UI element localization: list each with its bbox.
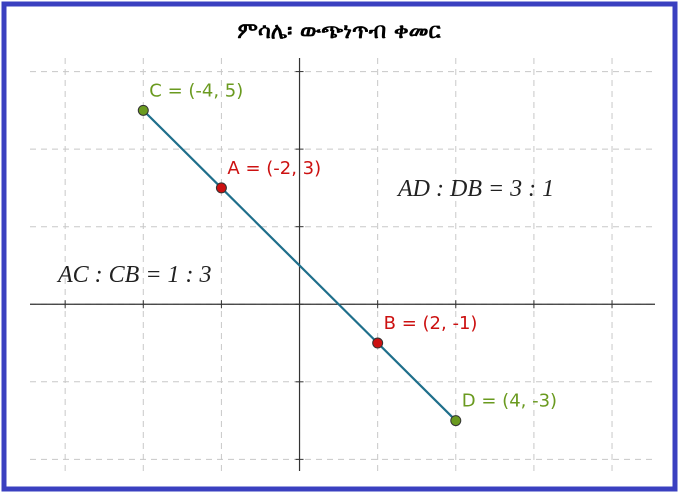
point-label: B = (2, -1): [384, 313, 478, 334]
point: [372, 337, 384, 349]
point: [215, 182, 227, 194]
ratio-annotation: AC : CB = 1 : 3: [56, 262, 212, 288]
segment: [142, 109, 457, 422]
point-label: C = (-4, 5): [149, 80, 243, 101]
point: [450, 415, 462, 427]
title: ምሳሌ፡ ውጭነጥብ ቀመር: [237, 19, 441, 44]
point-label: D = (4, -3): [462, 391, 557, 412]
point: [137, 104, 149, 116]
ratio-annotation: AD : DB = 3 : 1: [396, 176, 554, 202]
point-label: A = (-2, 3): [227, 158, 321, 179]
